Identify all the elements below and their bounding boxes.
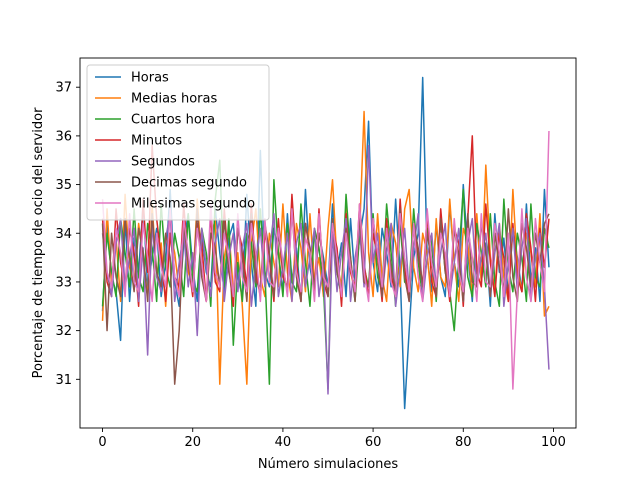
legend-entry: Milesimas segundo	[131, 197, 255, 212]
legend-entry: Segundos	[131, 155, 195, 170]
y-tick-label: 31	[55, 373, 72, 388]
legend: Horas Medias horas Cuartos hora Minutos Segu…	[86, 64, 270, 221]
y-tick-label: 37	[55, 81, 72, 96]
legend-entry: Minutos	[131, 134, 182, 149]
y-tick-label: 32	[55, 324, 72, 339]
y-axis-ticks: 31 32 33 34 35 36 37	[55, 81, 80, 388]
x-tick-label: 60	[365, 435, 382, 450]
y-axis-label: Porcentaje de tiempo de ocio del servido…	[31, 107, 46, 378]
x-tick-label: 100	[541, 435, 566, 450]
x-tick-label: 0	[98, 435, 106, 450]
x-tick-label: 80	[455, 435, 472, 450]
legend-box	[86, 64, 270, 221]
x-axis-label: Número simulaciones	[258, 457, 399, 472]
y-tick-label: 35	[55, 178, 72, 193]
legend-entry: Decimas segundo	[131, 176, 247, 191]
series-line-4	[101, 144, 550, 395]
y-tick-label: 33	[55, 275, 72, 290]
x-tick-label: 40	[275, 435, 292, 450]
legend-entry: Cuartos hora	[131, 113, 215, 128]
legend-entry: Medias horas	[131, 92, 217, 107]
series-line-6	[101, 131, 550, 390]
legend-entry: Horas	[131, 71, 169, 86]
x-axis-ticks: 0 20 40 60 80 100	[98, 428, 566, 450]
axes-frame	[79, 57, 577, 429]
series-layer	[101, 76, 550, 410]
x-tick-label: 20	[184, 435, 201, 450]
y-tick-label: 34	[55, 227, 72, 242]
y-tick-label: 36	[55, 129, 72, 144]
